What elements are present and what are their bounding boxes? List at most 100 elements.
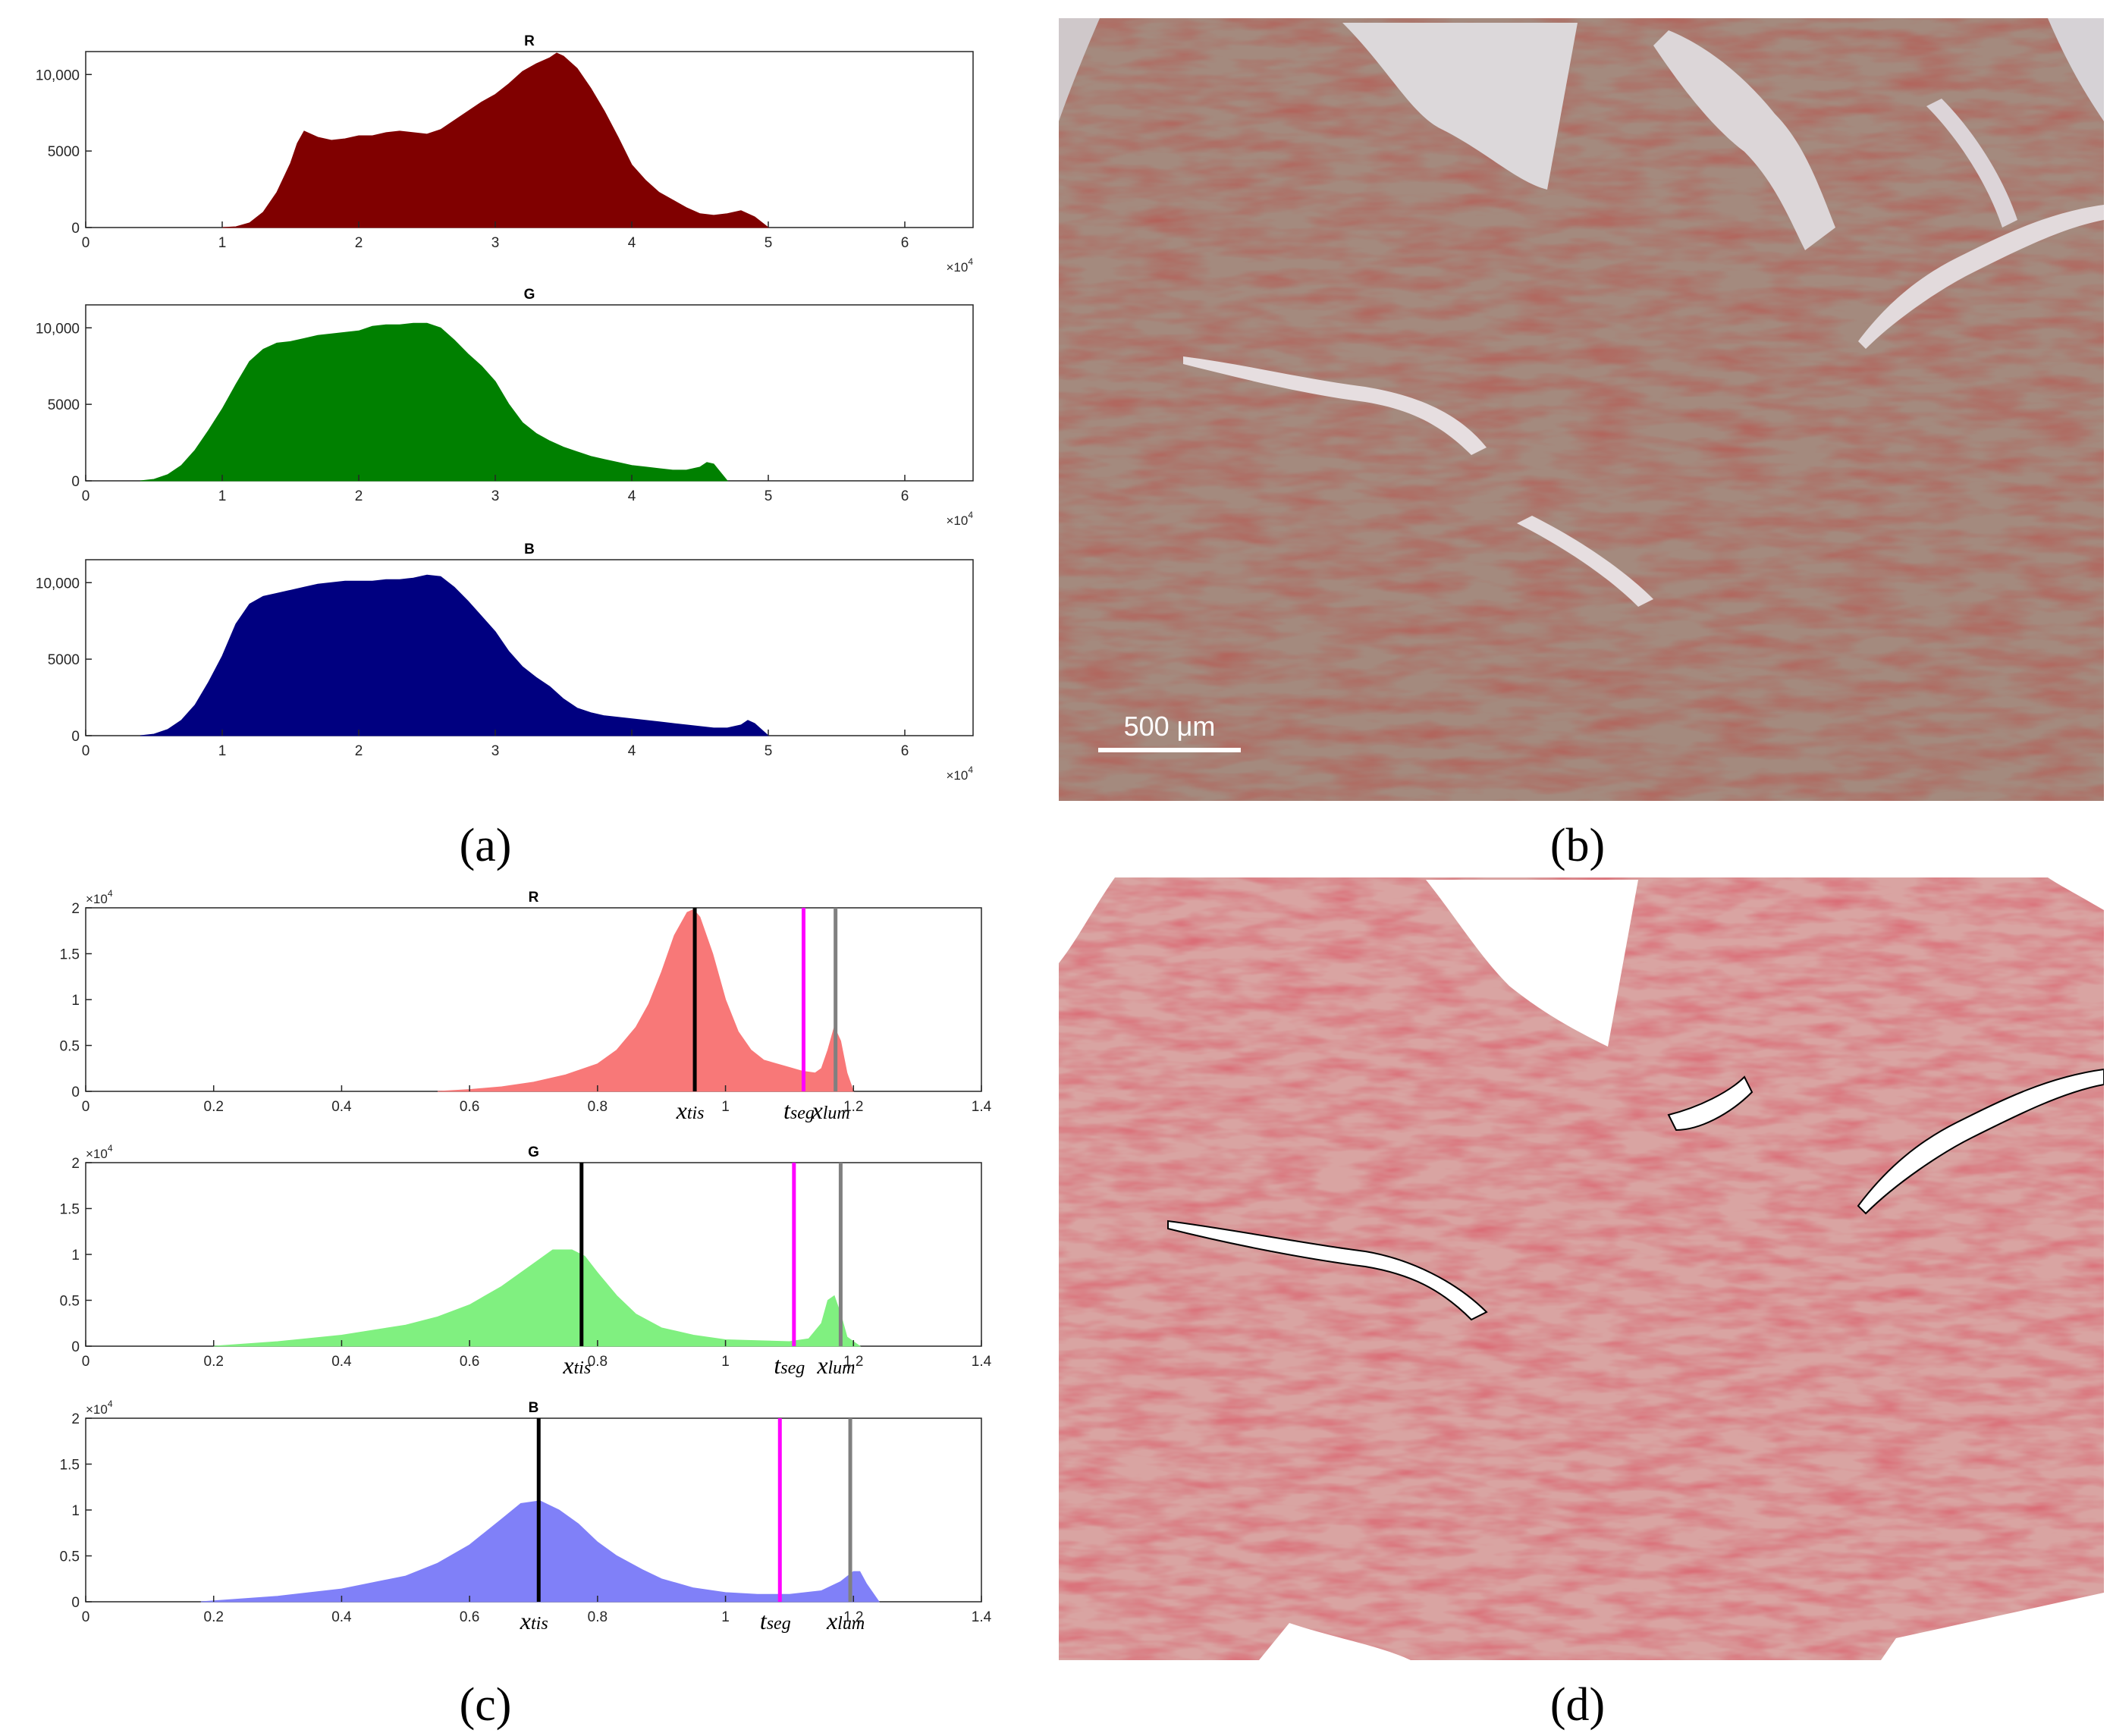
marker-label-seg: tseg — [760, 1607, 791, 1634]
y-tick-label: 1.5 — [60, 947, 80, 963]
marker-label-lum: xlum — [816, 1351, 855, 1379]
histogram-area — [437, 909, 855, 1092]
histogram-area — [140, 574, 770, 736]
x-axis-multiplier: ×104 — [946, 764, 973, 783]
y-tick-label: 2 — [71, 1156, 80, 1172]
x-tick-label: 0.2 — [204, 1609, 224, 1625]
y-tick-label: 5000 — [48, 652, 80, 668]
x-tick-label: 6 — [901, 235, 909, 251]
x-tick-label: 0 — [82, 743, 90, 759]
x-tick-label: 0.2 — [204, 1354, 224, 1370]
y-tick-label: 0 — [71, 474, 80, 490]
caption-c: (c) — [460, 1679, 512, 1731]
micrograph-stained-tissue: 500 μm — [1059, 18, 2104, 801]
x-tick-label: 0.4 — [331, 1609, 352, 1625]
micrograph-segmented-tissue — [1059, 877, 2104, 1660]
x-tick-label: 4 — [628, 743, 636, 759]
x-tick-label: 0 — [82, 1354, 90, 1370]
x-tick-label: 0.8 — [588, 1609, 608, 1625]
x-tick-label: 3 — [491, 743, 500, 759]
y-tick-label: 10,000 — [36, 576, 80, 592]
x-tick-label: 2 — [355, 743, 363, 759]
y-tick-label: 5000 — [48, 397, 80, 413]
scale-bar — [1098, 748, 1241, 752]
x-tick-label: 0 — [82, 1609, 90, 1625]
x-axis-multiplier: ×104 — [946, 510, 973, 528]
x-tick-label: 0.2 — [204, 1099, 224, 1115]
x-tick-label: 0.4 — [331, 1354, 352, 1370]
y-tick-label: 0.5 — [60, 1039, 80, 1055]
chart-title: R — [529, 890, 539, 906]
x-tick-label: 6 — [901, 743, 909, 759]
y-tick-label: 1.5 — [60, 1202, 80, 1218]
x-tick-label: 2 — [355, 488, 363, 504]
y-tick-label: 10,000 — [36, 67, 80, 83]
chart-c-G: 0 0.2 0.4 0.6 0.8 1 1.2 1.4 0 0.5 1 1.5 2 G ×104 xtis ts… — [60, 1143, 992, 1379]
y-tick-label: 2 — [71, 1411, 80, 1427]
x-tick-label: 1.4 — [972, 1354, 992, 1370]
chart-a-B: 0 1 2 3 4 5 6 0 5000 10,000 B ×104 — [36, 542, 974, 783]
y-tick-label: 1 — [71, 993, 80, 1009]
histogram-area — [221, 52, 770, 228]
x-tick-label: 4 — [628, 488, 636, 504]
x-tick-label: 1 — [721, 1354, 730, 1370]
y-tick-label: 0 — [71, 1339, 80, 1355]
marker-label-tis: xtis — [676, 1097, 705, 1124]
x-tick-label: 0.8 — [588, 1099, 608, 1115]
x-tick-label: 1.2 — [843, 1609, 863, 1625]
y-tick-label: 5000 — [48, 144, 80, 160]
chart-title: G — [528, 1144, 539, 1160]
y-tick-label: 0 — [71, 221, 80, 237]
x-tick-label: 5 — [765, 743, 773, 759]
y-tick-label: 0 — [71, 1085, 80, 1100]
x-tick-label: 0 — [82, 1099, 90, 1115]
marker-label-tis: xtis — [562, 1351, 591, 1379]
x-tick-label: 0 — [82, 235, 90, 251]
x-tick-label: 3 — [491, 488, 500, 504]
x-tick-label: 0.6 — [460, 1354, 479, 1370]
chart-c-B: 0 0.2 0.4 0.6 0.8 1 1.2 1.4 0 0.5 1 1.5 2 B ×104 xtis ts… — [60, 1399, 992, 1634]
caption-b: (b) — [1550, 820, 1605, 871]
x-axis-multiplier: ×104 — [946, 256, 973, 275]
x-tick-label: 6 — [901, 488, 909, 504]
x-tick-label: 0.8 — [588, 1354, 608, 1370]
chart-a-G: 0 1 2 3 4 5 6 0 5000 10,000 G ×104 — [36, 287, 974, 528]
y-tick-label: 0.5 — [60, 1294, 80, 1310]
marker-label-lum: xlum — [826, 1607, 865, 1634]
chart-a-R: 0 1 2 3 4 5 6 0 5000 10,000 R ×104 — [36, 33, 974, 275]
histogram-area — [213, 1249, 862, 1347]
chart-title: R — [524, 33, 535, 49]
x-tick-label: 1.2 — [843, 1354, 863, 1370]
chart-title: B — [524, 542, 535, 557]
chart-title: B — [529, 1400, 539, 1416]
marker-label-seg: tseg — [774, 1351, 805, 1379]
y-tick-label: 0.5 — [60, 1549, 80, 1565]
y-tick-label: 0 — [71, 729, 80, 745]
x-tick-label: 1.4 — [972, 1609, 992, 1625]
y-axis-multiplier: ×104 — [86, 888, 113, 906]
marker-label-seg: tseg — [783, 1097, 815, 1124]
x-tick-label: 1 — [218, 235, 227, 251]
x-tick-label: 0.4 — [331, 1099, 352, 1115]
y-tick-label: 1 — [71, 1503, 80, 1519]
x-tick-label: 1 — [218, 743, 227, 759]
marker-label-lum: xlum — [812, 1097, 850, 1124]
x-tick-label: 5 — [765, 235, 773, 251]
x-tick-label: 1 — [721, 1609, 730, 1625]
x-tick-label: 1 — [721, 1099, 730, 1115]
chart-title: G — [524, 287, 535, 303]
x-tick-label: 5 — [765, 488, 773, 504]
y-tick-label: 10,000 — [36, 321, 80, 337]
y-axis-multiplier: ×104 — [86, 1399, 113, 1417]
y-tick-label: 0 — [71, 1595, 80, 1611]
x-tick-label: 0.6 — [460, 1609, 479, 1625]
x-tick-label: 1.2 — [843, 1099, 863, 1115]
x-tick-label: 2 — [355, 235, 363, 251]
scale-bar-label: 500 μm — [1124, 711, 1216, 742]
x-tick-label: 1.4 — [972, 1099, 992, 1115]
y-axis-multiplier: ×104 — [86, 1143, 113, 1161]
x-tick-label: 0 — [82, 488, 90, 504]
caption-d: (d) — [1550, 1679, 1605, 1731]
histogram-area — [140, 322, 729, 482]
